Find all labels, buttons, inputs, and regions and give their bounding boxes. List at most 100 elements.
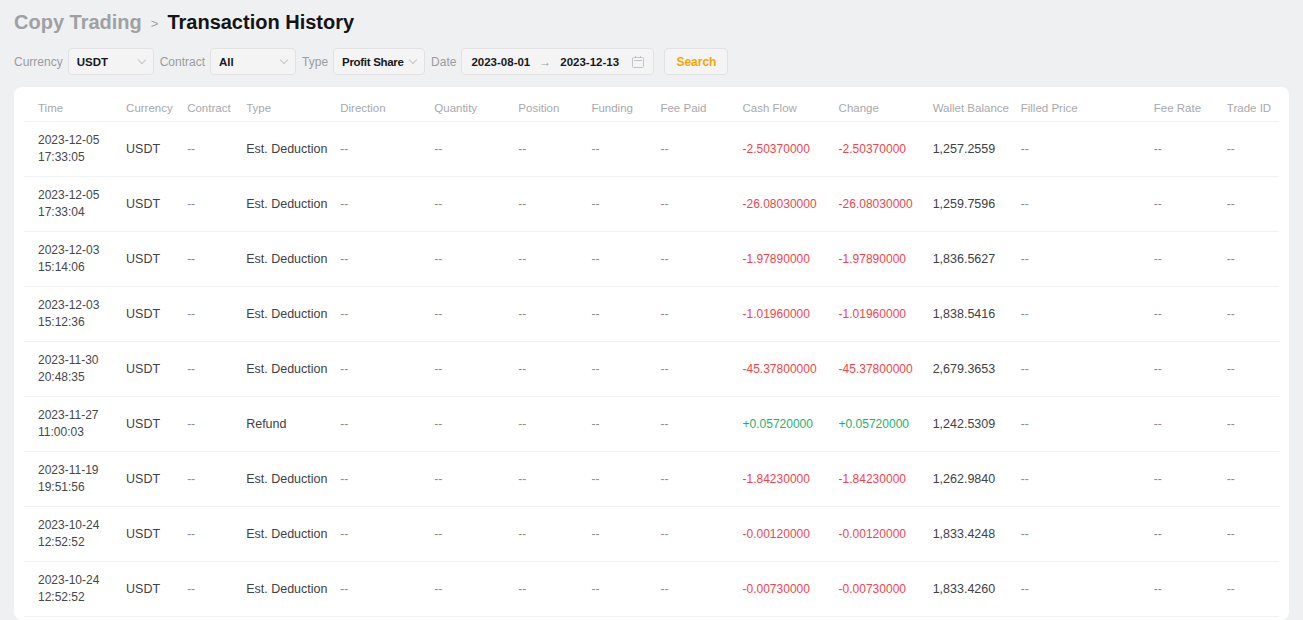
cell-fee-rate: --	[1154, 451, 1227, 506]
cell-wallet-balance: 1,257.2559	[933, 121, 1021, 176]
cell-filled-price: --	[1021, 451, 1154, 506]
date-range-arrow-icon: →	[539, 55, 551, 69]
cell-currency: USDT	[126, 341, 187, 396]
cell-time: 2023-11-2711:00:03	[24, 396, 126, 451]
table-row: 2023-12-0517:33:05 USDT--Est. Deduction-…	[24, 121, 1279, 176]
cell-fee-paid: --	[660, 231, 742, 286]
cell-contract: --	[187, 396, 246, 451]
cell-funding: --	[591, 121, 660, 176]
cell-fee-paid: --	[660, 176, 742, 231]
transaction-table: TimeCurrencyContractTypeDirectionQuantit…	[24, 87, 1279, 617]
table-row: 2023-12-0517:33:04 USDT--Est. Deduction-…	[24, 176, 1279, 231]
type-filter-label: Type	[302, 55, 328, 69]
cell-trade-id: --	[1227, 286, 1279, 341]
cell-type: Refund	[246, 396, 340, 451]
cell-contract: --	[187, 561, 246, 616]
date-range-input[interactable]: 2023-08-01 → 2023-12-13	[461, 48, 654, 75]
table-header-row: TimeCurrencyContractTypeDirectionQuantit…	[24, 87, 1279, 121]
cell-currency: USDT	[126, 231, 187, 286]
cell-funding: --	[591, 451, 660, 506]
cell-type: Est. Deduction	[246, 176, 340, 231]
chevron-down-icon	[137, 56, 145, 64]
cell-type: Est. Deduction	[246, 231, 340, 286]
column-header-time: Time	[24, 87, 126, 121]
cell-time: 2023-11-3020:48:35	[24, 341, 126, 396]
type-select[interactable]: Profit Share	[333, 48, 425, 75]
cell-trade-id: --	[1227, 176, 1279, 231]
cell-time: 2023-12-0517:33:04	[24, 176, 126, 231]
breadcrumb-copy-trading[interactable]: Copy Trading	[14, 11, 142, 34]
cell-position: --	[518, 451, 591, 506]
cell-change: -1.97890000	[839, 231, 933, 286]
breadcrumb-separator-icon: >	[151, 16, 159, 31]
cell-position: --	[518, 561, 591, 616]
currency-select[interactable]: USDT	[68, 48, 154, 75]
cell-trade-id: --	[1227, 451, 1279, 506]
cell-time: 2023-10-2412:52:52	[24, 561, 126, 616]
cell-position: --	[518, 396, 591, 451]
cell-contract: --	[187, 121, 246, 176]
cell-filled-price: --	[1021, 561, 1154, 616]
cell-contract: --	[187, 451, 246, 506]
cell-cash-flow: -0.00730000	[743, 561, 839, 616]
cell-change: -0.00730000	[839, 561, 933, 616]
cell-filled-price: --	[1021, 176, 1154, 231]
currency-filter-label: Currency	[14, 55, 63, 69]
column-header-currency: Currency	[126, 87, 187, 121]
cell-currency: USDT	[126, 121, 187, 176]
column-header-trade-id: Trade ID	[1227, 87, 1279, 121]
column-header-fee-rate: Fee Rate	[1154, 87, 1227, 121]
date-to-value[interactable]: 2023-12-13	[560, 56, 619, 68]
contract-filter-label: Contract	[160, 55, 205, 69]
column-header-funding: Funding	[591, 87, 660, 121]
cell-wallet-balance: 1,838.5416	[933, 286, 1021, 341]
cell-contract: --	[187, 286, 246, 341]
cell-type: Est. Deduction	[246, 561, 340, 616]
contract-select-value: All	[219, 56, 234, 68]
cell-filled-price: --	[1021, 341, 1154, 396]
type-select-value: Profit Share	[342, 56, 404, 68]
cell-quantity: --	[434, 231, 518, 286]
cell-time: 2023-12-0315:14:06	[24, 231, 126, 286]
cell-change: -1.84230000	[839, 451, 933, 506]
cell-time: 2023-12-0315:12:36	[24, 286, 126, 341]
cell-wallet-balance: 2,679.3653	[933, 341, 1021, 396]
cell-fee-paid: --	[660, 396, 742, 451]
cell-wallet-balance: 1,833.4248	[933, 506, 1021, 561]
cell-position: --	[518, 176, 591, 231]
table-row: 2023-10-2412:52:52 USDT--Est. Deduction-…	[24, 506, 1279, 561]
chevron-down-icon	[280, 56, 288, 64]
transaction-history-page: Copy Trading > Transaction History Curre…	[0, 0, 1303, 620]
column-header-position: Position	[518, 87, 591, 121]
calendar-icon[interactable]	[632, 57, 644, 68]
cell-cash-flow: -1.97890000	[743, 231, 839, 286]
cell-quantity: --	[434, 561, 518, 616]
search-button[interactable]: Search	[664, 48, 728, 75]
cell-change: +0.05720000	[839, 396, 933, 451]
column-header-type: Type	[246, 87, 340, 121]
table-row: 2023-11-1919:51:56 USDT--Est. Deduction-…	[24, 451, 1279, 506]
cell-funding: --	[591, 341, 660, 396]
cell-wallet-balance: 1,836.5627	[933, 231, 1021, 286]
cell-cash-flow: +0.05720000	[743, 396, 839, 451]
cell-trade-id: --	[1227, 231, 1279, 286]
cell-trade-id: --	[1227, 121, 1279, 176]
contract-select[interactable]: All	[210, 48, 296, 75]
cell-direction: --	[340, 286, 434, 341]
cell-fee-rate: --	[1154, 121, 1227, 176]
cell-type: Est. Deduction	[246, 506, 340, 561]
column-header-cash-flow: Cash Flow	[743, 87, 839, 121]
cell-fee-paid: --	[660, 121, 742, 176]
cell-change: -26.08030000	[839, 176, 933, 231]
cell-contract: --	[187, 341, 246, 396]
cell-quantity: --	[434, 286, 518, 341]
cell-currency: USDT	[126, 286, 187, 341]
cell-wallet-balance: 1,833.4260	[933, 561, 1021, 616]
cell-filled-price: --	[1021, 286, 1154, 341]
cell-cash-flow: -2.50370000	[743, 121, 839, 176]
cell-funding: --	[591, 396, 660, 451]
date-from-value[interactable]: 2023-08-01	[471, 56, 530, 68]
cell-type: Est. Deduction	[246, 341, 340, 396]
cell-fee-paid: --	[660, 286, 742, 341]
cell-quantity: --	[434, 176, 518, 231]
